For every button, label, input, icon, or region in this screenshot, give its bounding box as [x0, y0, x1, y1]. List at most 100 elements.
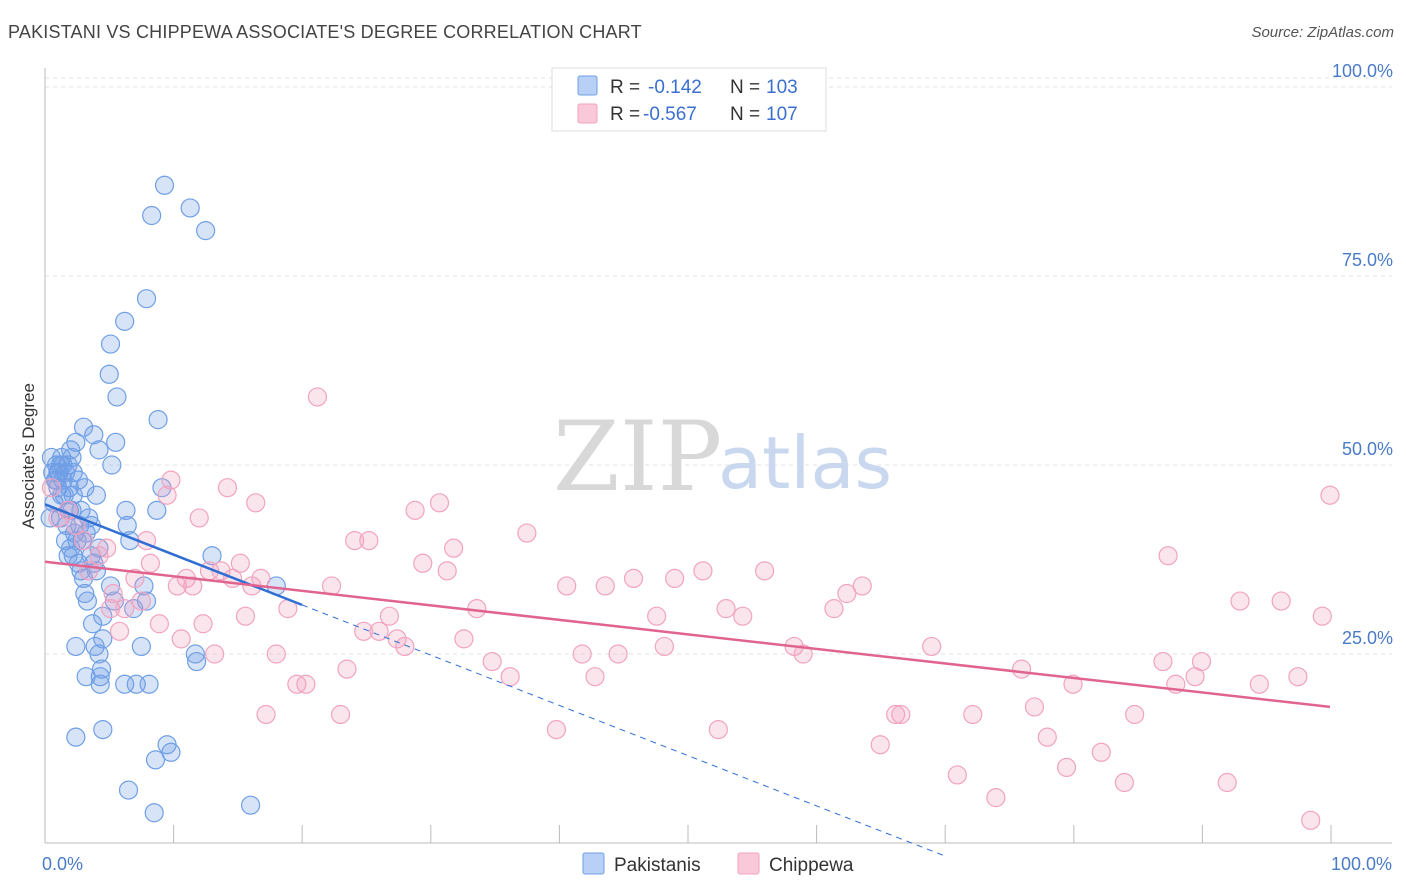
series-legend: Pakistanis Chippewa — [582, 852, 854, 876]
point-pakistanis-84 — [187, 651, 207, 672]
point-pakistanis-33 — [100, 334, 121, 354]
point-pakistanis-71 — [89, 644, 109, 664]
point-pakistanis-73 — [91, 659, 112, 679]
point-chippewa-33 — [246, 493, 266, 513]
trendline-chippewa — [44, 560, 1331, 709]
point-chippewa-16 — [149, 614, 169, 634]
point-pakistanis-67 — [82, 614, 103, 634]
point-chippewa-51 — [405, 500, 425, 520]
point-pakistanis-31 — [106, 432, 126, 452]
point-chippewa-12 — [125, 568, 145, 589]
point-pakistanis-79 — [202, 546, 222, 566]
point-chippewa-44 — [345, 530, 365, 551]
y-tick-label-2: 50.0% — [1342, 439, 1393, 459]
watermark: ZIP atlas — [553, 401, 892, 513]
point-chippewa-54 — [437, 561, 457, 581]
point-chippewa-61 — [546, 719, 567, 740]
point-chippewa-22 — [183, 576, 203, 596]
point-chippewa-86 — [963, 704, 983, 725]
point-pakistanis-27 — [84, 425, 104, 445]
stats-legend-box — [551, 67, 827, 132]
point-pakistanis-34 — [107, 387, 127, 407]
point-chippewa-68 — [647, 606, 667, 626]
point-pakistanis-87 — [66, 727, 86, 747]
point-pakistanis-86 — [93, 719, 113, 740]
point-chippewa-43 — [337, 659, 357, 679]
watermark-atlas: atlas — [718, 421, 892, 505]
legend-swatch-chippewa — [577, 103, 598, 124]
point-chippewa-4 — [73, 530, 94, 551]
y-tick-label-3: 25.0% — [1342, 628, 1393, 648]
point-pakistanis-56 — [81, 546, 101, 566]
point-chippewa-64 — [585, 667, 605, 687]
point-pakistanis-20 — [66, 432, 86, 452]
point-pakistanis-59 — [89, 538, 109, 558]
point-chippewa-53 — [429, 493, 450, 513]
point-pakistanis-91 — [118, 780, 139, 800]
point-pakistanis-48 — [67, 530, 87, 551]
point-chippewa-85 — [947, 765, 967, 785]
point-pakistanis-36 — [136, 289, 157, 309]
point-chippewa-31 — [235, 606, 256, 626]
point-pakistanis-72 — [90, 667, 110, 687]
point-chippewa-48 — [379, 606, 399, 626]
point-pakistanis-64 — [100, 576, 121, 596]
legend-swatch-pakistanis — [577, 75, 598, 96]
point-chippewa-96 — [1153, 651, 1173, 672]
point-pakistanis-92 — [144, 803, 164, 823]
point-pakistanis-28 — [86, 485, 107, 505]
point-pakistanis-70 — [93, 629, 113, 649]
legend-n-label-2: N = — [730, 104, 760, 125]
point-chippewa-93 — [1091, 742, 1111, 762]
point-chippewa-78 — [824, 599, 844, 619]
point-chippewa-11 — [115, 599, 135, 619]
point-chippewa-17 — [157, 485, 177, 505]
point-chippewa-15 — [140, 553, 160, 573]
point-pakistanis-45 — [117, 515, 137, 536]
point-pakistanis-85 — [131, 636, 151, 657]
point-chippewa-91 — [1056, 757, 1077, 778]
point-pakistanis-66 — [93, 606, 113, 626]
point-chippewa-10 — [109, 621, 130, 641]
point-pakistanis-39 — [180, 198, 200, 218]
point-pakistanis-30 — [102, 455, 122, 475]
point-chippewa-97 — [1158, 546, 1178, 566]
point-chippewa-73 — [716, 599, 736, 619]
point-pakistanis-38 — [154, 175, 175, 195]
point-pakistanis-35 — [115, 311, 135, 331]
point-chippewa-63 — [572, 644, 592, 664]
legend-r-value-2: -0.567 — [643, 104, 697, 125]
chart-title: PAKISTANI VS CHIPPEWA ASSOCIATE'S DEGREE… — [8, 22, 642, 42]
point-chippewa-0 — [41, 478, 62, 498]
point-chippewa-67 — [623, 568, 644, 589]
series-legend-swatch-pakistanis — [582, 852, 605, 875]
point-chippewa-84 — [922, 636, 942, 657]
point-chippewa-40 — [307, 387, 328, 407]
point-chippewa-26 — [205, 644, 225, 664]
point-chippewa-71 — [693, 561, 713, 581]
point-pakistanis-75 — [90, 674, 110, 694]
point-chippewa-90 — [1037, 727, 1057, 747]
point-pakistanis-43 — [147, 500, 167, 520]
trendline-pakistanis — [44, 503, 303, 607]
point-chippewa-103 — [1249, 674, 1269, 694]
point-chippewa-9 — [103, 583, 123, 604]
point-chippewa-66 — [608, 644, 628, 664]
point-chippewa-8 — [100, 599, 121, 619]
point-chippewa-56 — [454, 629, 474, 649]
series-legend-label-pakistanis: Pakistanis — [614, 855, 701, 876]
point-pakistanis-100 — [62, 447, 82, 468]
point-pakistanis-37 — [142, 205, 162, 226]
legend-r-value-1: -0.142 — [648, 77, 702, 98]
point-pakistanis-55 — [77, 591, 98, 611]
point-chippewa-59 — [500, 667, 520, 687]
point-pakistanis-44 — [116, 500, 136, 520]
x-ticks — [44, 825, 1332, 843]
point-chippewa-92 — [1063, 674, 1083, 694]
point-chippewa-20 — [171, 629, 191, 649]
point-pakistanis-102 — [63, 462, 83, 483]
point-chippewa-108 — [1320, 485, 1340, 505]
y-tick-label-0: 100.0% — [1332, 61, 1393, 81]
point-chippewa-107 — [1312, 606, 1332, 626]
point-pakistanis-29 — [89, 440, 109, 460]
